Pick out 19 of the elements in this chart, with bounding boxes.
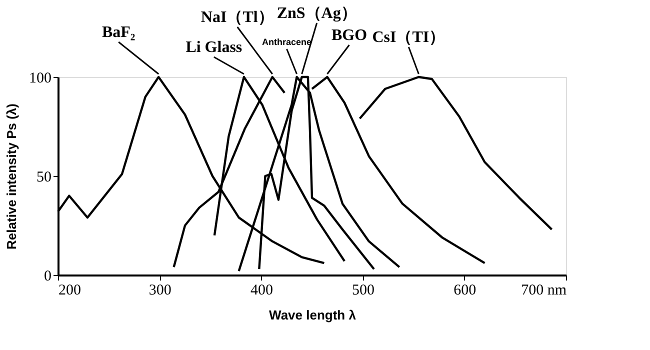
x-axis-title: Wave length λ [269,308,357,322]
y-tick-label: 100 [29,70,52,86]
text: Anthracene [262,37,312,47]
text: NaI（Tl） [200,9,274,26]
x-tick-label: 400 [250,282,273,298]
x-tick-label: 500 [352,282,375,298]
text: CsI（TI） [372,29,446,46]
x-tick-label: 600 [454,282,476,298]
y-tick-label: 0 [44,268,52,284]
y-axis-title: Relative intensity Ps (λ) [4,104,19,250]
text: BaF₂ [102,24,136,41]
text: BGO [331,27,368,44]
x-tick-label: 300 [148,282,172,298]
x-tick-label: 200 [58,282,81,298]
text: ZnS（Ag） [276,5,357,22]
series-label: Li Glass [186,39,242,56]
y-tick-label: 50 [36,170,52,186]
line-series [358,76,553,231]
x-tick-label: 700 nm [521,282,567,298]
